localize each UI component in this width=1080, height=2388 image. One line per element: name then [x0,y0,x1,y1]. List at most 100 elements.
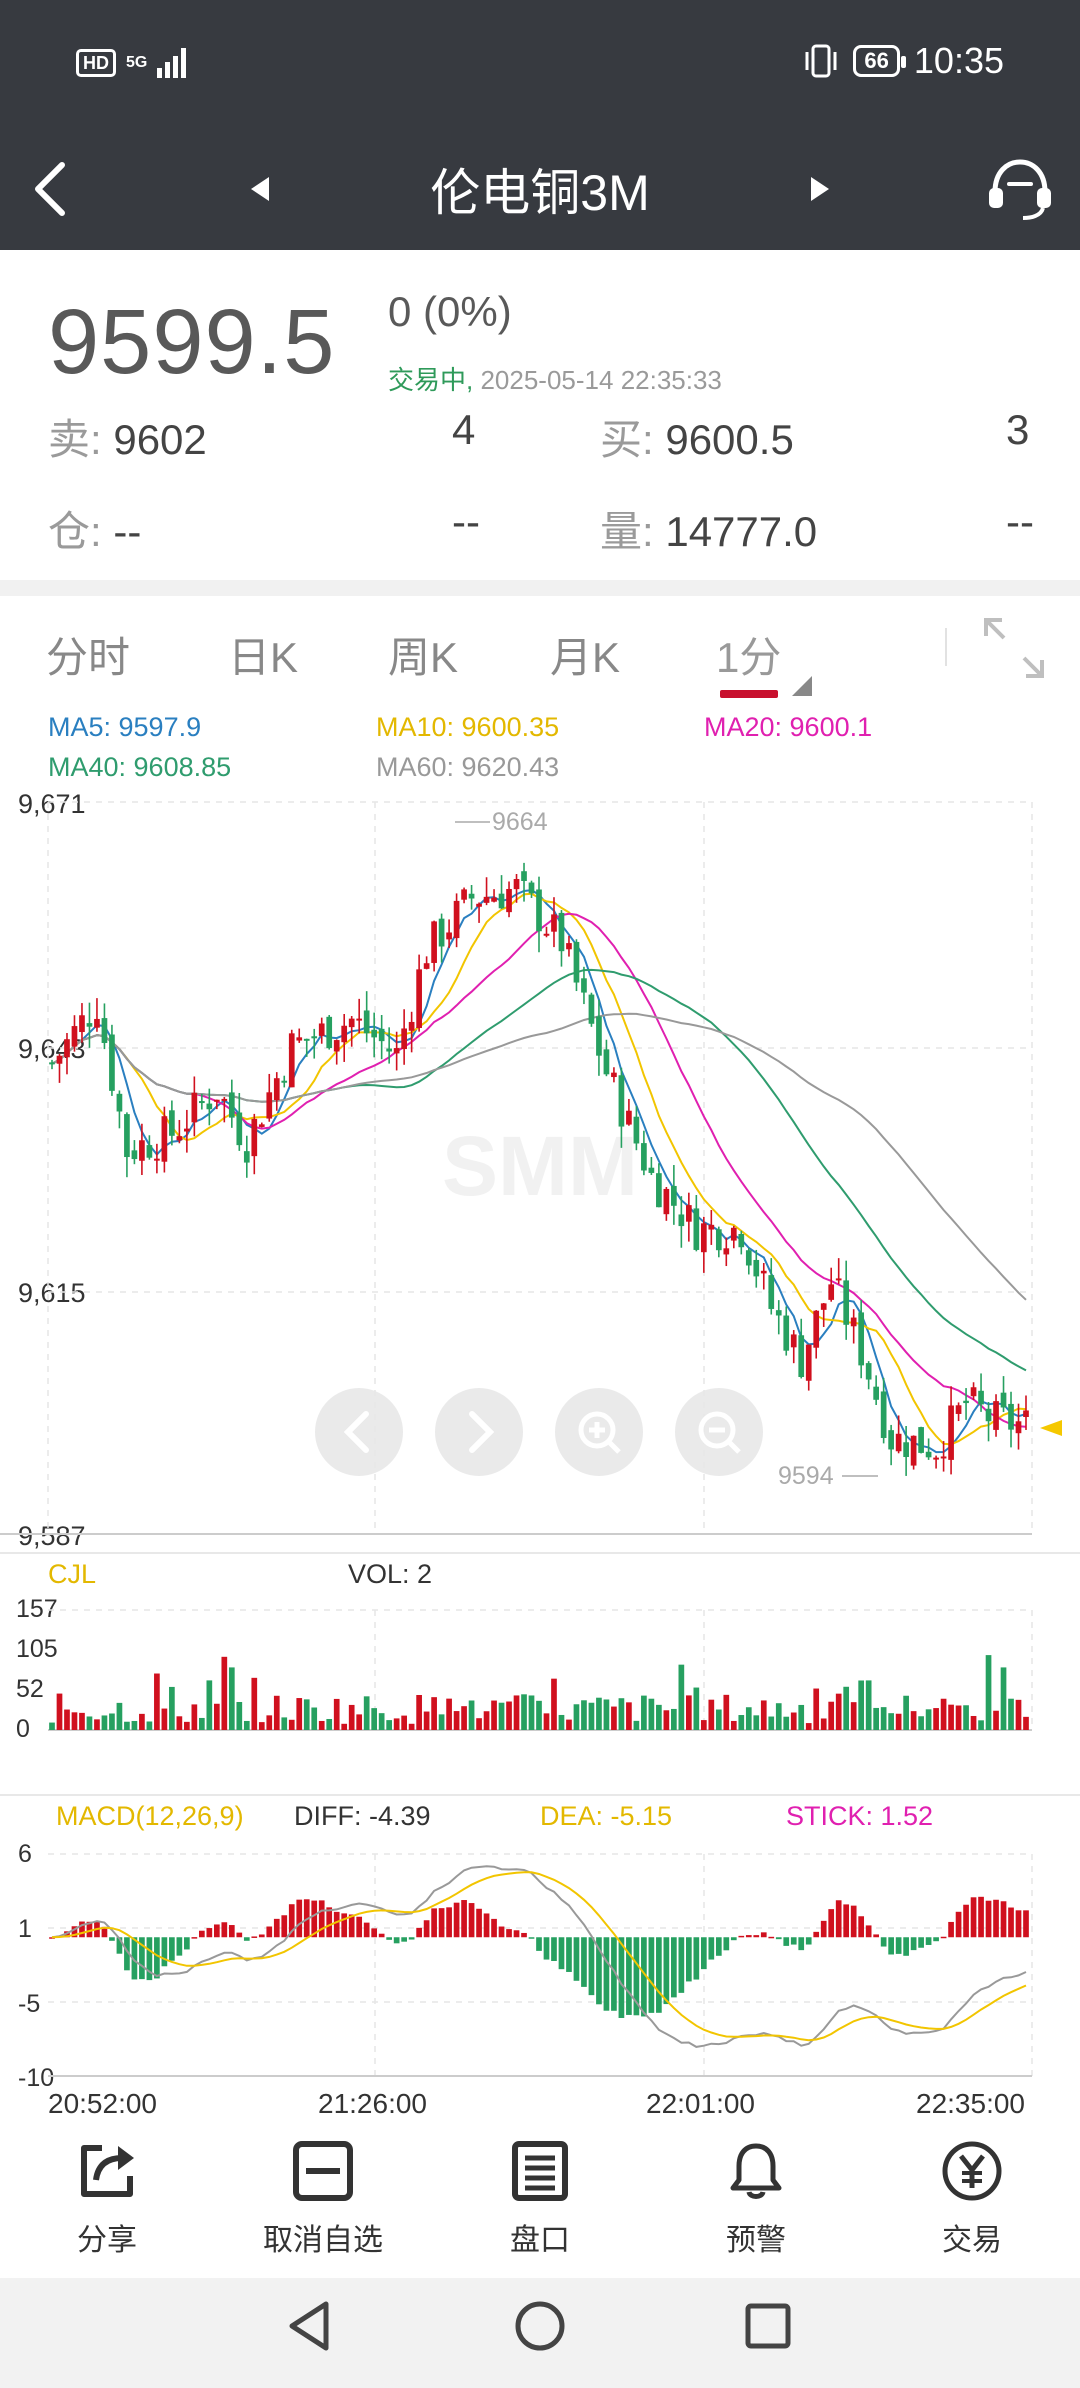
share-icon [81,2145,134,2197]
candle [191,1076,198,1137]
candle [483,877,490,906]
tab-monthly[interactable]: 月K [550,634,621,681]
next-contract-button[interactable] [800,128,840,250]
macd-bar [1000,1901,1007,1938]
time-label-1: 20:52:00 [48,2088,157,2119]
tab-1min[interactable]: 1分 [716,634,782,681]
candle-body [611,1072,617,1078]
nav-home-icon[interactable] [510,2296,570,2356]
buy-price: 9600.5 [665,416,794,463]
buy-label: 买: [600,416,654,463]
macd-bar [378,1933,385,1938]
candle [723,1237,730,1267]
price-grid [47,801,1033,1534]
previous-contract-button[interactable] [240,128,280,250]
remove-watchlist-button[interactable]: 取消自选 [233,2140,413,2259]
nav-recents-icon[interactable] [738,2296,798,2356]
candle [993,1394,999,1437]
zoom-in-button[interactable] [555,1388,643,1476]
volume-bar [551,1678,557,1730]
volume-bar [895,1713,902,1730]
volume-bar [258,1722,265,1730]
macd-bar [910,1937,917,1951]
candle [356,998,363,1034]
candle [386,1027,393,1064]
candle [865,1361,872,1390]
volume-bar [506,1701,512,1730]
customer-service-button[interactable] [980,128,1060,250]
candle-body [56,1055,63,1064]
trade-button[interactable]: 交易 [882,2140,1062,2259]
macd-bar [169,1937,175,1961]
candle [528,880,535,898]
macd-bar [476,1908,482,1938]
candle-body [618,1075,625,1127]
volume-bar [678,1664,685,1730]
volume-bar [805,1723,812,1730]
macd-bar [79,1921,85,1938]
macd-bar [835,1900,842,1938]
candle [641,1130,647,1176]
candle [940,1441,947,1472]
period-dropdown-icon[interactable] [790,674,814,698]
volume-bar [101,1715,108,1730]
volume-bar [468,1700,475,1730]
candle [288,1029,295,1088]
candle-body [558,912,565,952]
candle [101,1003,108,1050]
candle-body [101,1018,108,1043]
orderbook-button[interactable]: 盘口 [450,2140,630,2259]
macd-bar [371,1928,378,1938]
nav-back-icon[interactable] [280,2296,340,2356]
macd-bar [828,1909,835,1938]
position-label: 仓: [48,508,102,555]
period-tabs: 分时 日K 周K 月K 1分 [0,596,1080,706]
candle [318,1017,325,1044]
macd-bar [873,1934,880,1938]
macd-bar [423,1920,430,1938]
candle-body [850,1317,857,1327]
candle [1008,1391,1014,1448]
candle-body [311,1036,318,1039]
candle-body [955,1405,962,1414]
kline-chart[interactable]: 9,671 9,643 9,615 9,587 SMM 9664 9594 [0,780,1080,2125]
last-price: 9599.5 [48,291,336,393]
alert-button[interactable]: 预警 [666,2140,846,2259]
volume-bar [903,1695,909,1730]
candle [161,1106,168,1173]
scroll-right-button[interactable] [435,1388,523,1476]
candle-body [161,1116,168,1162]
scroll-left-button[interactable] [315,1388,403,1476]
position-row: 仓: -- [48,498,141,559]
share-button[interactable]: 分享 [17,2140,197,2259]
candle-body [169,1110,175,1136]
tab-daily[interactable]: 日K [228,634,299,681]
tab-weekly[interactable]: 周K [388,634,459,681]
macd-bar [633,1937,640,2016]
watermark: SMM [442,1119,638,1213]
macd-bar [903,1937,909,1956]
fullscreen-icon[interactable] [982,616,1046,680]
back-button[interactable] [20,128,80,250]
candle [708,1209,715,1245]
ma60-value: MA60: 9620.43 [376,752,560,782]
candle [566,935,572,957]
candle [843,1260,850,1340]
candle-body [790,1334,797,1348]
candle [978,1373,984,1412]
tab-intraday[interactable]: 分时 [46,634,131,681]
macd-bar [858,1916,865,1938]
candle-body [506,888,512,913]
macd-bar [273,1918,280,1938]
volume-bar [970,1715,977,1730]
candle [228,1079,235,1128]
quote-datetime: 2025-05-14 22:35:33 [480,365,722,395]
volume-bar [184,1721,190,1730]
candle-body [363,1010,370,1034]
candle [970,1382,977,1401]
candle [588,992,595,1027]
zoom-out-button[interactable] [675,1388,763,1476]
candle-body [918,1427,924,1453]
candle-body [820,1303,827,1310]
system-navigation-bar [0,2278,1080,2388]
